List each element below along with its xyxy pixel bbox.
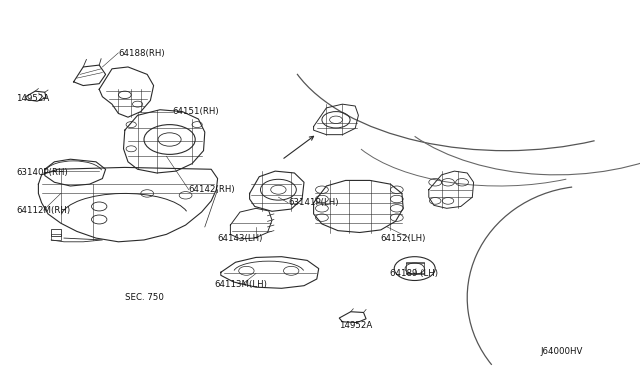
Text: 64112M(RH): 64112M(RH) bbox=[16, 206, 70, 215]
Text: 64142(RH): 64142(RH) bbox=[189, 185, 236, 194]
Text: 64188(RH): 64188(RH) bbox=[118, 49, 165, 58]
Text: 63140P(RH): 63140P(RH) bbox=[16, 169, 68, 177]
Text: 64152(LH): 64152(LH) bbox=[381, 234, 426, 243]
Text: 14952A: 14952A bbox=[16, 94, 49, 103]
Text: 64113M(LH): 64113M(LH) bbox=[214, 280, 268, 289]
Text: SEC. 750: SEC. 750 bbox=[125, 293, 164, 302]
Text: 64151(RH): 64151(RH) bbox=[173, 107, 220, 116]
Text: 14952A: 14952A bbox=[339, 321, 372, 330]
Text: 63141P(LH): 63141P(LH) bbox=[288, 198, 339, 207]
Text: 64189 (LH): 64189 (LH) bbox=[390, 269, 438, 278]
Text: J64000HV: J64000HV bbox=[541, 347, 583, 356]
Text: 64143(LH): 64143(LH) bbox=[218, 234, 263, 243]
